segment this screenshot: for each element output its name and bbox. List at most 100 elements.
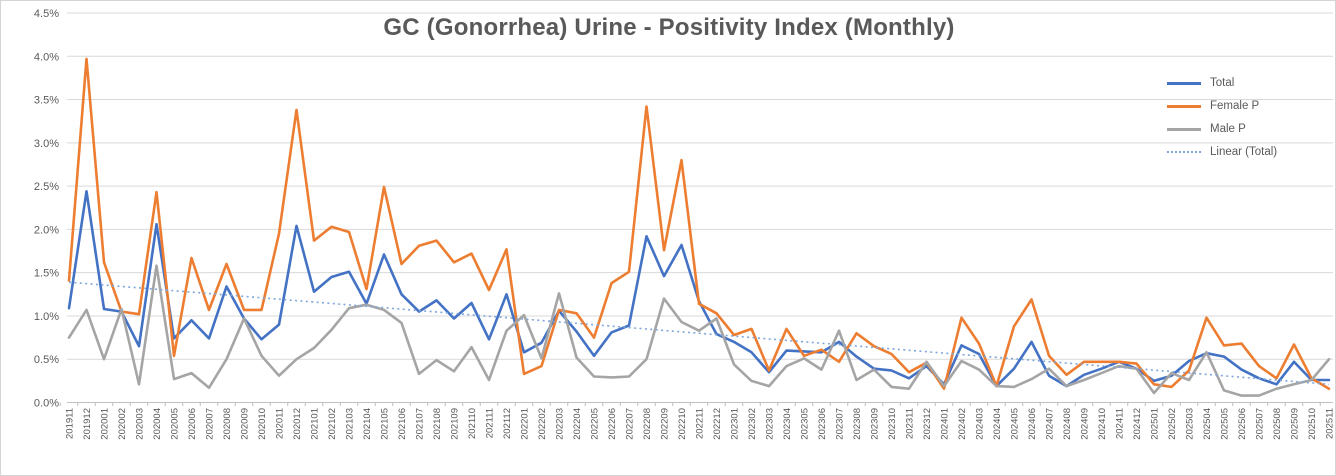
- x-axis-label: 202405: [1010, 408, 1021, 440]
- x-axis-label: 202007: [205, 408, 216, 440]
- x-axis-label: 202312: [922, 408, 933, 440]
- x-axis-label: 202008: [222, 408, 233, 440]
- legend: Total Female P Male P Linear (Total): [1167, 77, 1332, 158]
- x-axis-label: 202106: [397, 408, 408, 440]
- x-axis-label: 202208: [642, 408, 653, 440]
- x-axis-label: 202307: [835, 408, 846, 440]
- x-axis-label: 202011: [275, 408, 286, 439]
- y-axis-tick-label: 3.0%: [34, 138, 59, 150]
- legend-item-female-p[interactable]: Female P: [1167, 100, 1332, 112]
- x-axis-label: 202209: [660, 408, 671, 440]
- x-axis-label: 202304: [782, 408, 793, 440]
- x-axis-label: 202105: [380, 408, 391, 440]
- legend-label-total: Total: [1210, 77, 1235, 89]
- series-line-male-p[interactable]: [67, 264, 1331, 397]
- x-axis-label: 202311: [905, 408, 916, 439]
- x-axis-label: 202206: [607, 408, 618, 440]
- x-axis-label: 202411: [1115, 408, 1126, 439]
- x-axis-label: 202009: [240, 408, 251, 440]
- x-axis-label: 202306: [817, 408, 828, 440]
- x-axis-label: 202507: [1255, 408, 1266, 440]
- x-axis-label: 202004: [152, 408, 163, 440]
- x-axis-label: 202402: [957, 408, 968, 440]
- x-axis-label: 202210: [677, 408, 688, 440]
- x-axis-label: 202203: [555, 408, 566, 440]
- x-axis-label: 202103: [345, 408, 356, 440]
- x-axis-label: 202012: [292, 408, 303, 440]
- legend-label-female-p: Female P: [1210, 100, 1260, 112]
- x-axis-label: 202001: [100, 408, 111, 440]
- x-axis-label: 202511: [1325, 408, 1336, 439]
- x-axis-label: 202308: [852, 408, 863, 440]
- x-axis-label: 202002: [117, 408, 128, 440]
- x-axis-label: 202502: [1167, 408, 1178, 440]
- x-axis-label: 202408: [1062, 408, 1073, 440]
- x-axis-label: 202104: [362, 408, 373, 440]
- y-axis-tick-label: 2.0%: [34, 224, 59, 236]
- x-axis-label: 202309: [870, 408, 881, 440]
- x-axis-label: 202204: [572, 408, 583, 440]
- x-axis-label: 201911: [65, 408, 76, 439]
- x-axis-label: 202110: [467, 408, 478, 439]
- x-axis-label: 202406: [1027, 408, 1038, 440]
- series-line-total[interactable]: [67, 190, 1331, 388]
- x-axis-label: 202107: [415, 408, 426, 440]
- x-axis-label: 202003: [135, 408, 146, 440]
- x-axis-label: 202006: [187, 408, 198, 440]
- legend-item-total[interactable]: Total: [1167, 77, 1332, 89]
- x-axis-label: 202412: [1132, 408, 1143, 440]
- x-axis-label: 202010: [257, 408, 268, 440]
- y-axis-tick-label: 3.5%: [34, 95, 59, 107]
- series-line-female-p[interactable]: [67, 57, 1331, 391]
- x-axis-label: 202211: [695, 408, 706, 439]
- x-axis-label: 202505: [1220, 408, 1231, 440]
- trendline-linear-total[interactable]: [68, 281, 1330, 386]
- x-axis-label: 202508: [1272, 408, 1283, 440]
- x-axis-label: 202112: [502, 408, 513, 439]
- x-axis-label: 202404: [992, 408, 1003, 440]
- legend-line-swatch-male-p: [1167, 127, 1201, 131]
- x-axis-label: 202407: [1045, 408, 1056, 440]
- x-axis-label: 202302: [747, 408, 758, 440]
- legend-line-swatch-linear-total: [1167, 151, 1201, 153]
- x-axis-label: 202109: [450, 408, 461, 440]
- x-axis-label: 202202: [537, 408, 548, 440]
- x-axis-label: 202207: [625, 408, 636, 440]
- x-axis-label: 202506: [1237, 408, 1248, 440]
- x-axis-label: 202102: [327, 408, 338, 440]
- x-axis-label: 202403: [975, 408, 986, 440]
- y-axis-tick-label: 1.5%: [34, 268, 59, 280]
- x-axis-label: 202305: [800, 408, 811, 440]
- x-axis-label: 202201: [520, 408, 531, 440]
- x-axis-label: 202504: [1202, 408, 1213, 440]
- x-axis-label: 202005: [170, 408, 181, 440]
- x-axis-label: 202301: [730, 408, 741, 440]
- legend-item-male-p[interactable]: Male P: [1167, 123, 1332, 135]
- x-axis-label: 202503: [1185, 408, 1196, 440]
- x-axis-label: 202111: [485, 408, 496, 438]
- y-axis-tick-label: 4.5%: [34, 8, 59, 20]
- y-axis-tick-label: 0.5%: [34, 354, 59, 366]
- y-axis-tick-label: 4.0%: [34, 51, 59, 63]
- legend-item-linear-total[interactable]: Linear (Total): [1167, 146, 1332, 158]
- x-axis-label: 202510: [1307, 408, 1318, 440]
- y-axis-tick-label: 0.0%: [34, 398, 59, 410]
- x-axis-label: 202410: [1097, 408, 1108, 440]
- x-axis-label: 202108: [432, 408, 443, 440]
- legend-line-swatch-female-p: [1167, 104, 1201, 108]
- x-axis-label: 202509: [1290, 408, 1301, 440]
- x-axis-label: 202212: [712, 408, 723, 440]
- x-axis-label: 202409: [1080, 408, 1091, 440]
- x-axis-label: 202310: [887, 408, 898, 440]
- legend-label-linear-total: Linear (Total): [1210, 146, 1278, 158]
- x-axis-label: 202101: [310, 408, 321, 440]
- x-axis-label: 202401: [940, 408, 951, 440]
- y-axis-tick-label: 2.5%: [34, 181, 59, 193]
- legend-line-swatch-total: [1167, 81, 1201, 85]
- x-axis-label: 202205: [590, 408, 601, 440]
- chart-title: GC (Gonorrhea) Urine - Positivity Index …: [383, 14, 955, 41]
- y-axis-tick-label: 1.0%: [34, 311, 59, 323]
- x-axis-label: 201912: [82, 408, 93, 440]
- x-axis-label: 202303: [765, 408, 776, 440]
